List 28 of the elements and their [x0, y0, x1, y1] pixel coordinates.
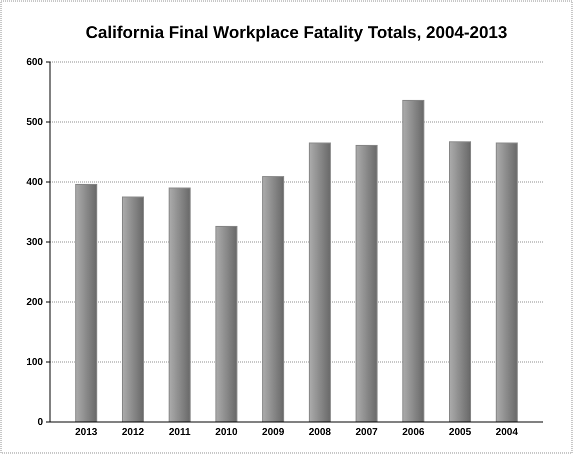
x-tick-label: 2012	[122, 427, 145, 438]
y-tick-label: 0	[37, 417, 44, 428]
bar	[449, 141, 472, 422]
bar	[308, 142, 331, 422]
x-tick-label: 2011	[168, 427, 191, 438]
bar	[122, 196, 144, 422]
y-tick-label: 400	[26, 177, 44, 188]
x-tick-label: 2008	[308, 427, 332, 438]
y-tick-label: 500	[26, 117, 44, 128]
y-tick-label: 100	[26, 357, 44, 368]
x-tick-label: 2009	[262, 427, 285, 438]
x-tick-label: 2005	[448, 427, 472, 438]
x-tick-label: 2006	[402, 427, 425, 438]
bar	[496, 142, 518, 422]
chart-title: California Final Workplace Fatality Totals, 2004-2013	[86, 23, 508, 42]
bar	[402, 100, 424, 422]
bar	[75, 184, 98, 422]
x-tick-label: 2010	[215, 427, 238, 438]
bar	[215, 226, 238, 422]
y-tick-label: 200	[26, 297, 44, 308]
y-tick-label: 600	[26, 57, 44, 68]
bar	[356, 144, 378, 422]
y-tick-label: 300	[26, 237, 44, 248]
bar	[168, 188, 191, 422]
x-tick-label: 2004	[496, 427, 518, 438]
bar	[262, 176, 284, 422]
x-tick-label: 2007	[355, 427, 378, 438]
x-tick-label: 2013	[75, 427, 98, 438]
